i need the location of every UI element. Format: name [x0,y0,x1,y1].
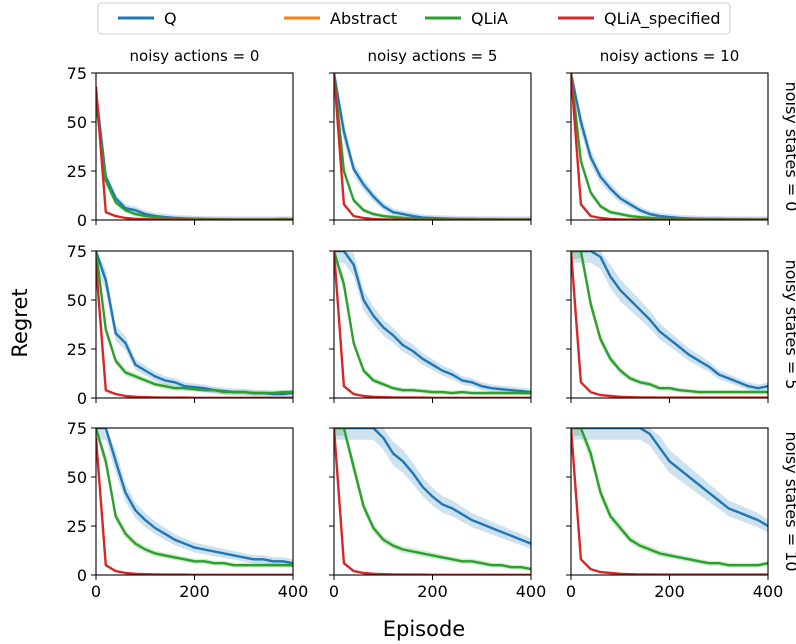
panel-plot-area [334,251,531,398]
panel-r0-c0: 0 25 50 75 noisy actions = 0 [67,47,293,230]
panel-r1-c0: 0 25 50 75 [67,242,293,408]
y-tick-label: 0 [77,211,87,230]
panel-plot-area [96,81,293,220]
y-tick-label: 25 [67,517,87,536]
band-q [571,73,768,220]
col-title: noisy actions = 10 [600,47,740,65]
panel-r1-c1 [329,251,531,403]
panel-r2-c0: 0 200 400 0 25 50 75 [67,419,309,601]
x-tick-label: 200 [654,582,685,601]
band-qlia-specified [571,73,768,220]
band-q [571,251,768,392]
band-qlia-specified [571,251,768,398]
y-tick-label: 0 [77,389,87,408]
legend-label-q: Q [164,9,177,28]
x-tick-label: 200 [179,582,210,601]
series-line-q [571,428,768,526]
panel-plot-area [571,428,768,575]
y-tick-label: 75 [67,242,87,261]
panel-frame [334,251,531,398]
panel-plot-area [334,428,531,575]
band-qlia [334,251,531,395]
row-title: noisy states = 0 [782,82,796,212]
row-title: noisy states = 5 [782,260,796,390]
figure-ylabel: Regret [8,288,32,357]
series-line-qlia-specified [571,73,768,220]
panel-frame [334,73,531,220]
band-q [96,81,293,220]
band-qlia [571,428,768,568]
panel-r0-c1: noisy actions = 5 [329,47,531,225]
y-tick-label: 50 [67,468,87,487]
band-qlia-specified [334,73,531,220]
x-tick-label: 0 [329,582,339,601]
series-line-qlia [571,73,768,219]
y-tick-label: 25 [67,340,87,359]
band-q [96,428,293,567]
series-line-qlia [334,73,531,219]
y-tick-label: 0 [77,566,87,585]
band-qlia [571,73,768,220]
y-tick-label: 50 [67,291,87,310]
panels-layer: 0 25 50 75 noisy actions = 0 noisy actions = … [67,47,796,601]
series-line-qlia [571,251,768,392]
band-qlia [96,95,293,220]
x-tick-label: 0 [91,582,101,601]
series-line-qlia [96,102,293,219]
series-line-q [571,73,768,219]
panel-r0-c2: noisy actions = 10 noisy states = 0 [566,47,796,225]
panel-frame [571,251,768,398]
panel-plot-area [571,251,768,398]
y-tick-label: 25 [67,162,87,181]
band-qlia-specified [96,262,293,398]
series-line-q [334,73,531,219]
y-tick-label: 75 [67,419,87,438]
band-qlia [334,73,531,220]
series-line-q [96,93,293,220]
series-line-qlia-specified [334,73,531,220]
x-tick-label: 0 [566,582,576,601]
panel-r2-c1: 0 200 400 [329,428,546,601]
col-title: noisy actions = 0 [130,47,260,65]
panel-frame [96,251,293,398]
col-title: noisy actions = 5 [368,47,498,65]
band-qlia-specified [96,435,293,575]
panel-r2-c2: 0 200 400 noisy states = 10 [566,428,796,601]
panel-plot-area [571,73,768,220]
x-tick-label: 400 [516,582,547,601]
panel-r1-c2: noisy states = 5 [566,251,796,403]
series-line-qlia [334,251,531,393]
band-qlia [571,251,768,394]
legend-label-qlia-specified: QLiA_specified [604,9,721,29]
band-qlia-specified [334,251,531,398]
x-tick-label: 400 [278,582,309,601]
series-line-qlia-specified [334,251,531,398]
band-q [334,73,531,220]
legend-label-qlia: QLiA [471,9,508,28]
series-line-qlia [96,251,293,393]
x-tick-label: 200 [417,582,448,601]
legend: Q Abstract QLiA QLiA_specified [98,3,730,34]
y-tick-label: 75 [67,64,87,83]
band-q [334,251,531,396]
panel-frame [571,73,768,220]
series-line-q [571,251,768,388]
legend-label-abstract: Abstract [330,9,397,28]
panel-plot-area [334,73,531,220]
series-line-qlia-specified [96,438,293,575]
panel-frame [96,73,293,220]
series-line-qlia-specified [571,251,768,398]
figure-xlabel: Episode [383,617,465,641]
row-title: noisy states = 10 [782,431,796,571]
series-line-qlia-specified [96,265,293,398]
series-line-qlia-specified [96,87,293,220]
panel-plot-area [96,428,293,575]
panel-plot-area [96,251,293,398]
y-tick-label: 50 [67,113,87,132]
x-tick-label: 400 [753,582,784,601]
band-q [571,428,768,533]
band-qlia-specified [96,84,293,220]
